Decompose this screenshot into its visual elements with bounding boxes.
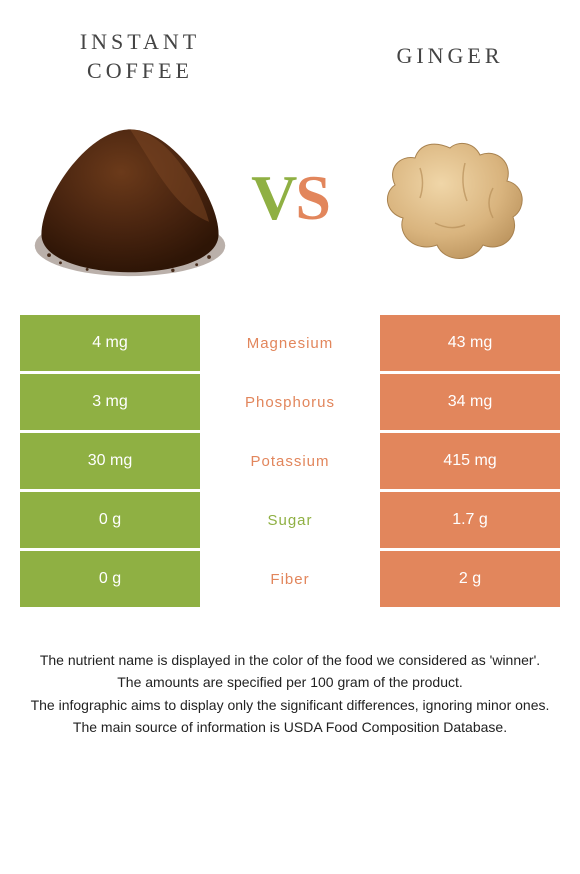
instant-coffee-image xyxy=(30,108,230,288)
right-value: 34 mg xyxy=(380,374,560,430)
footnote-line: The infographic aims to display only the… xyxy=(20,695,560,715)
table-row: 0 gFiber2 g xyxy=(20,551,560,607)
right-value: 2 g xyxy=(380,551,560,607)
vs-v: V xyxy=(251,162,295,233)
table-row: 4 mgMagnesium43 mg xyxy=(20,315,560,371)
right-value: 43 mg xyxy=(380,315,560,371)
left-value: 30 mg xyxy=(20,433,200,489)
footnote-line: The amounts are specified per 100 gram o… xyxy=(20,672,560,692)
left-value: 4 mg xyxy=(20,315,200,371)
comparison-table: 4 mgMagnesium43 mg3 mgPhosphorus34 mg30 … xyxy=(20,315,560,607)
footnote-line: The nutrient name is displayed in the co… xyxy=(20,650,560,670)
footnotes: The nutrient name is displayed in the co… xyxy=(0,610,580,749)
images-row: VS xyxy=(0,95,580,315)
table-row: 3 mgPhosphorus34 mg xyxy=(20,374,560,430)
nutrient-label: Phosphorus xyxy=(200,374,380,430)
nutrient-label: Potassium xyxy=(200,433,380,489)
left-value: 3 mg xyxy=(20,374,200,430)
right-value: 415 mg xyxy=(380,433,560,489)
left-food-title: Instant coffee xyxy=(40,28,240,85)
vs-s: S xyxy=(295,162,329,233)
nutrient-label: Fiber xyxy=(200,551,380,607)
right-food-title: Ginger xyxy=(360,42,540,71)
ginger-root-icon xyxy=(365,113,535,283)
left-value: 0 g xyxy=(20,551,200,607)
right-value: 1.7 g xyxy=(380,492,560,548)
table-row: 0 gSugar1.7 g xyxy=(20,492,560,548)
footnote-line: The main source of information is USDA F… xyxy=(20,717,560,737)
coffee-pile-icon xyxy=(30,108,230,288)
header: Instant coffee Ginger xyxy=(0,0,580,95)
ginger-image xyxy=(350,108,550,288)
nutrient-label: Sugar xyxy=(200,492,380,548)
vs-label: VS xyxy=(251,161,329,235)
nutrient-label: Magnesium xyxy=(200,315,380,371)
left-value: 0 g xyxy=(20,492,200,548)
table-row: 30 mgPotassium415 mg xyxy=(20,433,560,489)
